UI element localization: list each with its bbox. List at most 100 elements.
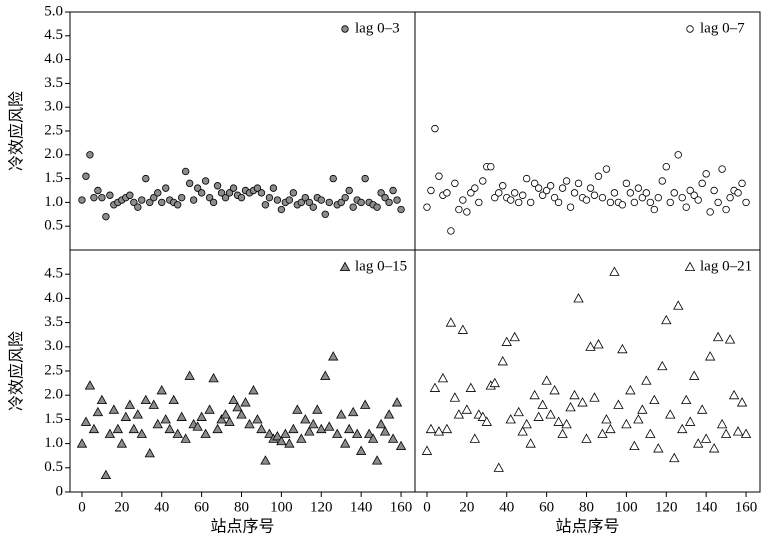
- point: [542, 186, 551, 195]
- point: [514, 198, 523, 207]
- point: [597, 428, 608, 438]
- point: [465, 382, 477, 392]
- point: [681, 394, 692, 405]
- x-tick-label: 40: [154, 499, 169, 515]
- point: [257, 189, 266, 197]
- y-tick-label: 3.5: [44, 75, 63, 91]
- point: [154, 189, 162, 197]
- point: [525, 438, 536, 448]
- point: [176, 411, 187, 421]
- point: [252, 414, 263, 424]
- point: [726, 193, 734, 202]
- point: [507, 196, 515, 204]
- point: [582, 196, 591, 204]
- point: [120, 411, 132, 421]
- point: [94, 186, 102, 195]
- point: [625, 385, 636, 395]
- y-tick-label: 4.0: [44, 290, 63, 306]
- point: [669, 452, 680, 463]
- point: [467, 189, 475, 197]
- point: [177, 193, 186, 202]
- point: [686, 186, 694, 195]
- point: [308, 418, 319, 429]
- point: [605, 423, 616, 434]
- point: [645, 428, 656, 438]
- point: [317, 196, 325, 204]
- point: [469, 433, 481, 443]
- point: [586, 184, 595, 192]
- point: [662, 162, 670, 171]
- point: [673, 300, 684, 310]
- point: [305, 198, 314, 207]
- point: [328, 351, 339, 361]
- point: [395, 440, 407, 451]
- point: [98, 193, 106, 202]
- point: [692, 438, 704, 448]
- x-tick-label: 160: [735, 499, 758, 515]
- point: [585, 341, 596, 351]
- point: [714, 198, 722, 207]
- point: [88, 423, 100, 434]
- y-tick-label: 3.0: [44, 99, 63, 115]
- point: [280, 428, 291, 438]
- point: [517, 426, 528, 436]
- point: [140, 394, 151, 405]
- point: [594, 172, 603, 180]
- point: [447, 227, 455, 235]
- y-tick-label: 5.0: [44, 3, 63, 19]
- point: [694, 196, 702, 204]
- point: [530, 179, 539, 188]
- point: [629, 440, 640, 451]
- y-tick-label: 3.5: [44, 314, 63, 330]
- point: [371, 455, 383, 465]
- point: [172, 428, 183, 438]
- point: [162, 184, 170, 192]
- point: [666, 198, 674, 207]
- point: [345, 186, 353, 195]
- point: [213, 182, 222, 190]
- point: [522, 174, 531, 183]
- point: [158, 198, 166, 207]
- point: [269, 184, 278, 192]
- point: [638, 193, 647, 202]
- point: [260, 455, 271, 465]
- y-tick-label: 4.5: [44, 266, 63, 282]
- point: [690, 191, 698, 199]
- point: [634, 184, 643, 192]
- y-tick-label: 1.0: [44, 435, 63, 451]
- y-tick-label: 1.0: [44, 194, 63, 210]
- point: [185, 179, 194, 188]
- point: [537, 399, 548, 409]
- point: [76, 438, 88, 448]
- point: [499, 182, 507, 190]
- point: [453, 409, 465, 419]
- legend-marker: [341, 25, 349, 33]
- point: [641, 375, 652, 385]
- point: [124, 399, 136, 409]
- point: [590, 191, 599, 199]
- point: [142, 174, 150, 183]
- y-axis-label: 冷效应风险: [7, 91, 26, 171]
- point: [708, 443, 720, 453]
- point: [397, 205, 405, 214]
- point: [92, 406, 104, 417]
- point: [654, 193, 662, 202]
- point: [546, 182, 555, 190]
- point: [256, 423, 267, 434]
- point: [309, 203, 317, 211]
- point: [678, 193, 686, 202]
- point: [526, 198, 535, 207]
- point: [312, 404, 323, 414]
- point: [221, 193, 230, 202]
- point: [610, 189, 619, 197]
- point: [429, 382, 441, 392]
- point: [192, 421, 203, 431]
- point: [565, 401, 576, 412]
- point: [677, 423, 688, 434]
- point: [732, 426, 744, 436]
- point: [561, 418, 572, 429]
- point: [205, 193, 214, 202]
- point: [443, 189, 451, 197]
- point: [212, 423, 223, 434]
- y-axis-label: 冷效应风险: [7, 331, 26, 411]
